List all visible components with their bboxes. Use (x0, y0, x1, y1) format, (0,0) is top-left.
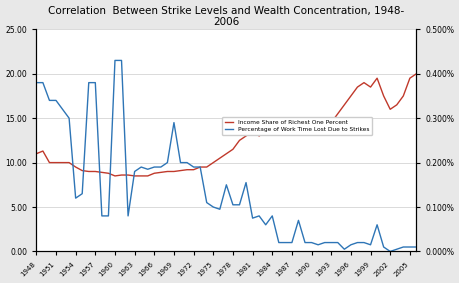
Income Share of Richest One Percent (112, 174, 118, 178)
Line: Percentage of Work Time Lost Due to Strikes: Percentage of Work Time Lost Due to Stri… (36, 60, 415, 252)
Income Share of Richest One Percent (34, 152, 39, 155)
Percentage of Work Time Lost Due to Strikes (138, 165, 144, 169)
Title: Correlation  Between Strike Levels and Wealth Concentration, 1948-
2006: Correlation Between Strike Levels and We… (48, 6, 403, 27)
Line: Income Share of Richest One Percent: Income Share of Richest One Percent (36, 74, 415, 176)
Percentage of Work Time Lost Due to Strikes (413, 245, 418, 249)
Legend: Income Share of Richest One Percent, Percentage of Work Time Lost Due to Strikes: Income Share of Richest One Percent, Per… (221, 117, 372, 135)
Income Share of Richest One Percent (73, 165, 78, 169)
Percentage of Work Time Lost Due to Strikes (236, 203, 242, 207)
Percentage of Work Time Lost Due to Strikes (386, 250, 392, 253)
Income Share of Richest One Percent (236, 139, 242, 142)
Income Share of Richest One Percent (46, 161, 52, 164)
Income Share of Richest One Percent (138, 174, 144, 178)
Percentage of Work Time Lost Due to Strikes (73, 196, 78, 200)
Percentage of Work Time Lost Due to Strikes (34, 81, 39, 84)
Percentage of Work Time Lost Due to Strikes (46, 99, 52, 102)
Income Share of Richest One Percent (92, 170, 98, 173)
Percentage of Work Time Lost Due to Strikes (315, 243, 320, 246)
Income Share of Richest One Percent (315, 121, 320, 124)
Percentage of Work Time Lost Due to Strikes (92, 81, 98, 84)
Percentage of Work Time Lost Due to Strikes (112, 59, 118, 62)
Income Share of Richest One Percent (413, 72, 418, 76)
